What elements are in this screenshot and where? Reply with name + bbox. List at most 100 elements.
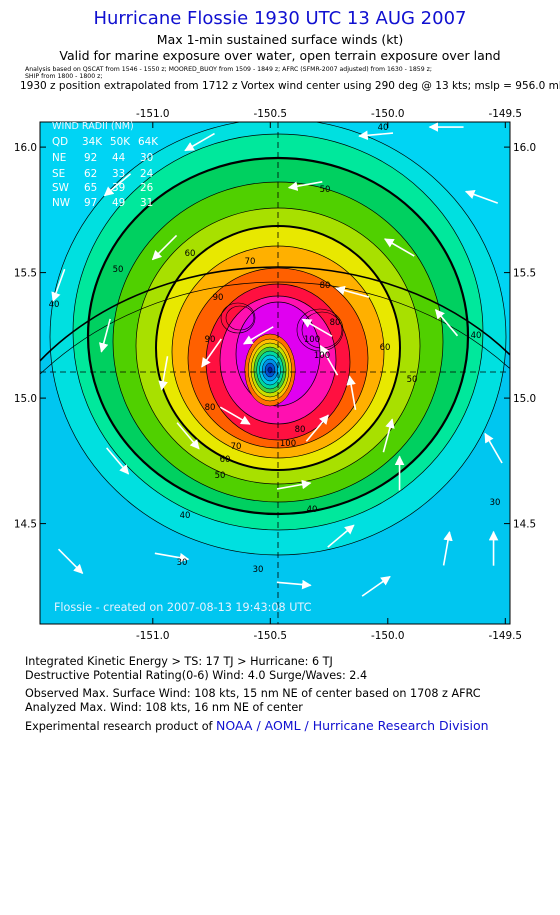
y-tick-label-right-3: 14.5 [513, 519, 536, 531]
contour-label-5: 40 [49, 300, 60, 310]
wind-vector-18 [242, 326, 274, 345]
contour-label-21: 100 [314, 351, 330, 361]
contour-label-17: 80 [320, 281, 331, 291]
x-tick-label-bottom-3: -149.5 [489, 630, 523, 642]
wind-vector-29 [464, 189, 499, 204]
x-tick-label-top-1: -150.5 [254, 108, 288, 120]
wind-vector-3 [361, 575, 391, 597]
wind-radii-title: WIND RADII (NM) [52, 121, 134, 132]
contour-label-14: 60 [380, 343, 391, 353]
wind-vector-2 [276, 579, 312, 590]
eye-ring-8 [267, 366, 273, 374]
contour-label-12: 60 [185, 249, 196, 259]
wind-vector-8 [484, 432, 503, 464]
radii-col-qd: QD [52, 136, 68, 148]
contour-label-0: 30 [177, 558, 188, 568]
contour-label-25: 80 [295, 425, 306, 435]
wind-vector-9 [276, 479, 312, 490]
plot-frame [39, 121, 511, 625]
contour-label-23: 90 [205, 335, 216, 345]
radii-col-64k: 64K [138, 136, 159, 148]
analysis-line-2: SHIP from 1800 - 1800 z; [25, 73, 103, 80]
wind-vector-27 [358, 130, 394, 141]
y-tick-label-right-1: 15.5 [513, 268, 536, 280]
swirl-loop-1 [220, 302, 256, 334]
wind-vector-13 [305, 414, 329, 442]
contour-label-4: 40 [307, 505, 318, 515]
wind-vector-23 [151, 234, 178, 261]
contour-label-1: 30 [253, 565, 264, 575]
radii-row-sw-50k: 39 [112, 182, 125, 194]
radii-row-se-64k: 24 [140, 168, 154, 180]
contour-label-10: 50 [407, 375, 418, 385]
radii-row-ne-64k: 30 [140, 152, 153, 164]
contour-label-13: 60 [220, 455, 231, 465]
wind-vector-24 [103, 173, 132, 197]
contour-label-11: 50 [320, 185, 331, 195]
wind-vector-10 [106, 447, 130, 475]
analyzed-max-line: Analyzed Max. Wind: 108 kts, 16 nm NE of… [25, 701, 303, 714]
wind-vector-31 [435, 309, 459, 337]
contour-label-20: 100 [304, 335, 320, 345]
position-line: 1930 z position extrapolated from 1712 z… [20, 80, 560, 92]
y-tick-label-left-1: 15.5 [14, 268, 37, 280]
wind-vector-30 [383, 238, 415, 257]
experimental-line: Experimental research product of NOAA / … [25, 718, 489, 733]
contour-labels: 3030304040404040505050506060607070808090… [49, 123, 501, 575]
contour-fill-layer: 3030304040404040505050506060607070808090… [40, 122, 510, 624]
y-tick-label-left-0: 16.0 [14, 142, 37, 154]
radii-col-34k: 34K [82, 136, 103, 148]
wind-vector-1 [154, 552, 190, 563]
observed-max-line: Observed Max. Surface Wind: 108 kts, 15 … [25, 687, 481, 700]
hrd-link[interactable]: NOAA / AOML / Hurricane Research Divisio… [216, 718, 489, 733]
wind-vector-12 [219, 406, 251, 425]
contour-label-6: 40 [471, 331, 482, 341]
subtitle-valid: Valid for marine exposure over water, op… [59, 48, 501, 63]
wind-vector-19 [201, 338, 222, 368]
wind-vector-16 [319, 344, 339, 376]
contour-label-16: 70 [231, 442, 242, 452]
radii-row-se-quadrant: SE [52, 168, 65, 180]
analysis-line-1: Analysis based on QSCAT from 1546 - 1550… [25, 66, 432, 73]
radii-row-sw-64k: 26 [140, 182, 153, 194]
wind-vector-26 [287, 181, 323, 191]
radii-col-50k: 50K [110, 136, 131, 148]
contour-label-19: 90 [213, 293, 224, 303]
wind-vector-5 [442, 531, 453, 566]
radii-row-nw-quadrant: NW [52, 197, 70, 209]
contour-label-9: 50 [113, 265, 124, 275]
radii-row-se-50k: 33 [112, 168, 125, 180]
x-tick-label-bottom-0: -151.0 [136, 630, 170, 642]
experimental-text: Experimental research product of [25, 720, 217, 733]
wind-vectors [51, 122, 503, 597]
wind-vector-4 [327, 524, 355, 548]
contour-label-3: 40 [180, 511, 191, 521]
x-tick-label-bottom-1: -150.5 [254, 630, 288, 642]
contour-label-22: 100 [280, 439, 296, 449]
y-tick-label-right-2: 15.0 [513, 393, 536, 405]
radii-row-ne-50k: 44 [112, 152, 126, 164]
contour-label-24: 80 [330, 318, 341, 328]
radii-row-se-34k: 62 [84, 168, 97, 180]
y-tick-label-left-2: 15.0 [14, 393, 37, 405]
contour-label-2: 30 [490, 498, 501, 508]
subtitle-max-wind: Max 1-min sustained surface winds (kt) [156, 32, 404, 47]
wind-vector-21 [98, 318, 111, 353]
watermark: Flossie - created on 2007-08-13 19:43:08… [54, 601, 312, 614]
wind-vector-22 [51, 268, 66, 303]
wind-vector-0 [57, 548, 84, 574]
contour-label-8: 50 [215, 471, 226, 481]
contour-label-7: 40 [378, 123, 389, 133]
swirl-loop-0 [225, 305, 255, 331]
wind-vector-25 [184, 132, 215, 152]
x-tick-label-top-0: -151.0 [136, 108, 170, 120]
x-tick-label-bottom-2: -150.0 [371, 630, 405, 642]
radii-row-nw-50k: 49 [112, 197, 125, 209]
eye-rings [244, 333, 296, 407]
y-tick-label-left-3: 14.5 [14, 519, 37, 531]
radii-row-ne-quadrant: NE [52, 152, 66, 164]
wind-vector-15 [346, 375, 357, 410]
ike-line: Integrated Kinetic Energy > TS: 17 TJ > … [25, 655, 333, 668]
wind-vector-17 [301, 318, 333, 338]
y-tick-label-right-0: 16.0 [513, 142, 536, 154]
